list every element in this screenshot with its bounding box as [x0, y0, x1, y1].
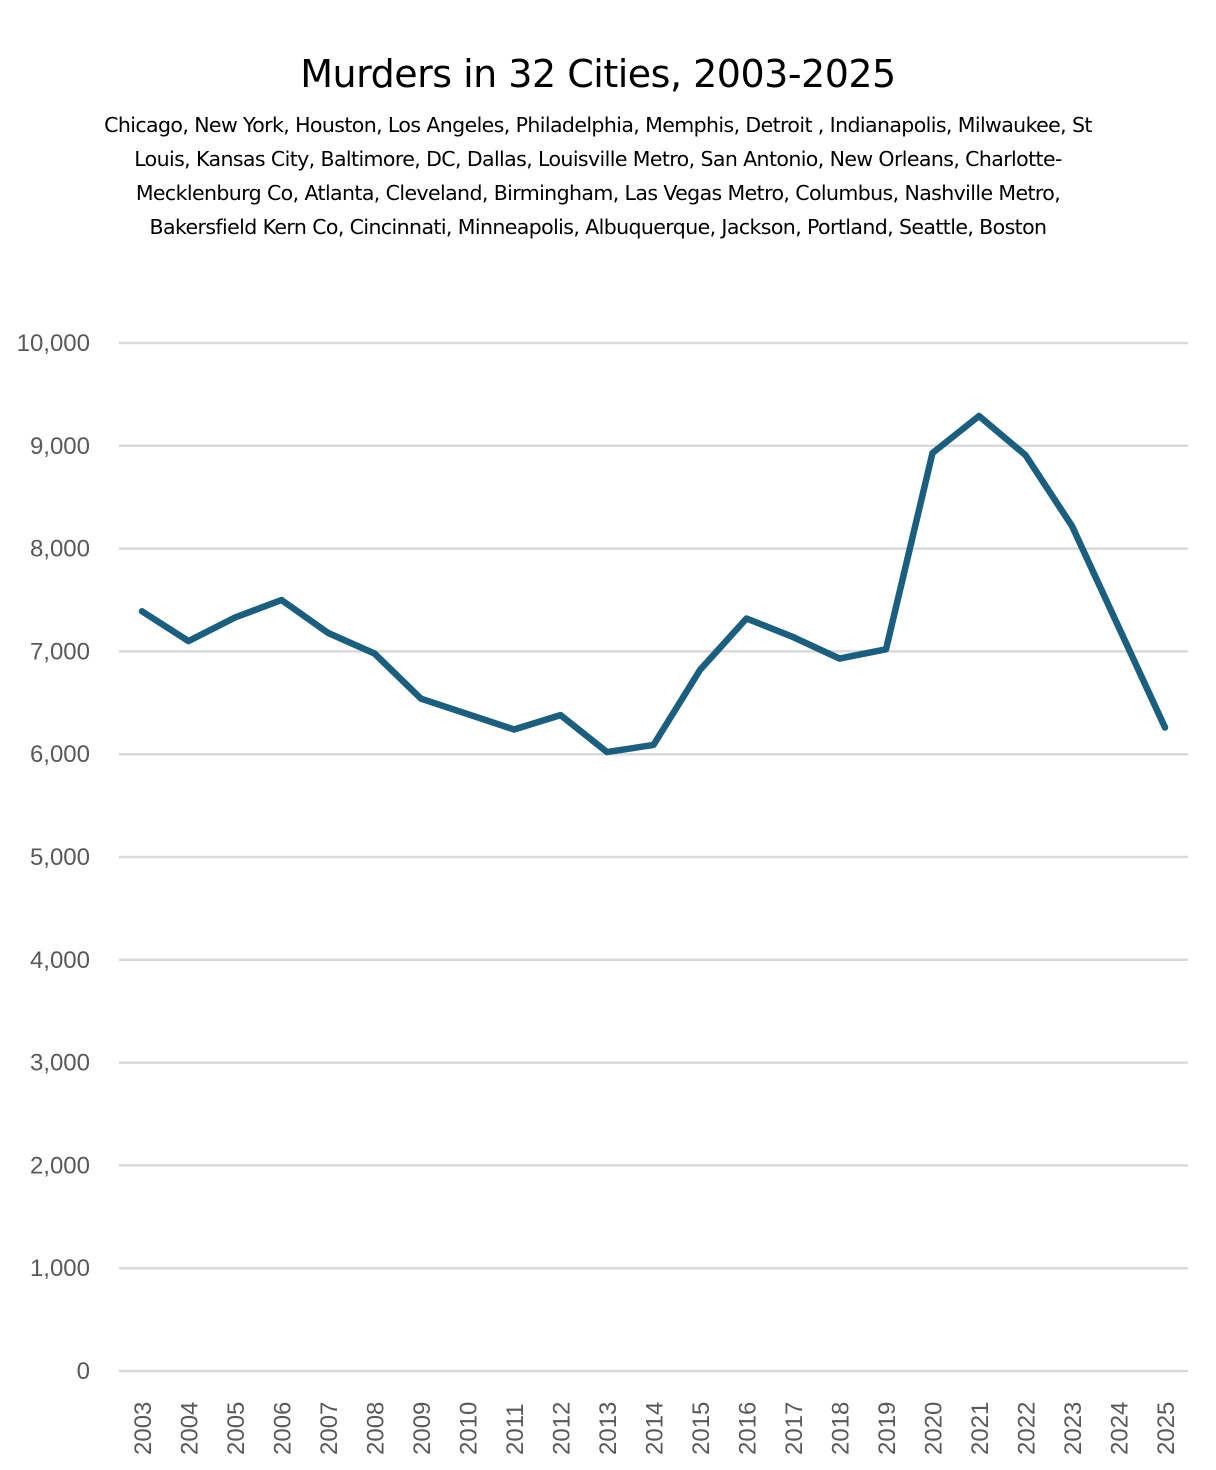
x-tick-label: 2025: [1153, 1402, 1180, 1455]
x-tick-label: 2017: [781, 1402, 808, 1455]
y-axis-tick-labels: 0 1,000 2,000 3,000 4,000 5,000 6,000 7,000 8,00…: [17, 330, 90, 1385]
y-tick-label: 1,000: [30, 1255, 90, 1282]
x-tick-label: 2007: [316, 1402, 343, 1455]
x-axis-tick-labels: 2003 2004 2005 2006 2007 2008 2009 2010 2011 2012…: [130, 1402, 1180, 1455]
x-tick-label: 2022: [1014, 1402, 1041, 1455]
x-tick-label: 2005: [223, 1402, 250, 1455]
x-tick-label: 2016: [735, 1402, 762, 1455]
x-tick-label: 2012: [549, 1402, 576, 1455]
y-tick-label: 6,000: [30, 741, 90, 768]
x-tick-label: 2008: [363, 1402, 390, 1455]
gridlines: [119, 341, 1188, 1373]
y-tick-label: 2,000: [30, 1152, 90, 1179]
x-tick-label: 2021: [967, 1402, 994, 1455]
chart-subtitle: Chicago, New York, Houston, Los Angeles,…: [104, 113, 1092, 239]
y-tick-label: 3,000: [30, 1050, 90, 1077]
x-tick-label: 2020: [921, 1402, 948, 1455]
x-tick-label: 2010: [456, 1402, 483, 1455]
x-tick-label: 2014: [642, 1402, 669, 1455]
x-tick-label: 2024: [1107, 1402, 1134, 1455]
x-tick-label: 2003: [130, 1402, 157, 1455]
x-tick-label: 2023: [1060, 1402, 1087, 1455]
x-tick-label: 2013: [595, 1402, 622, 1455]
chart-title: Murders in 32 Cities, 2003-2025: [300, 52, 896, 96]
y-tick-label: 4,000: [30, 947, 90, 974]
y-tick-label: 8,000: [30, 536, 90, 563]
x-tick-label: 2011: [502, 1403, 529, 1455]
series-group: [138, 412, 1169, 756]
y-tick-label: 10,000: [17, 330, 90, 357]
x-tick-label: 2004: [177, 1402, 204, 1455]
x-tick-label: 2006: [270, 1402, 297, 1455]
x-tick-label: 2019: [874, 1402, 901, 1455]
x-tick-label: 2015: [688, 1402, 715, 1455]
y-tick-label: 5,000: [30, 844, 90, 871]
y-tick-label: 7,000: [30, 638, 90, 665]
series-line-murders: [138, 412, 1169, 756]
y-tick-label: 9,000: [30, 433, 90, 460]
x-tick-label: 2009: [409, 1402, 436, 1455]
x-tick-label: 2018: [828, 1402, 855, 1455]
y-tick-label: 0: [77, 1358, 90, 1385]
